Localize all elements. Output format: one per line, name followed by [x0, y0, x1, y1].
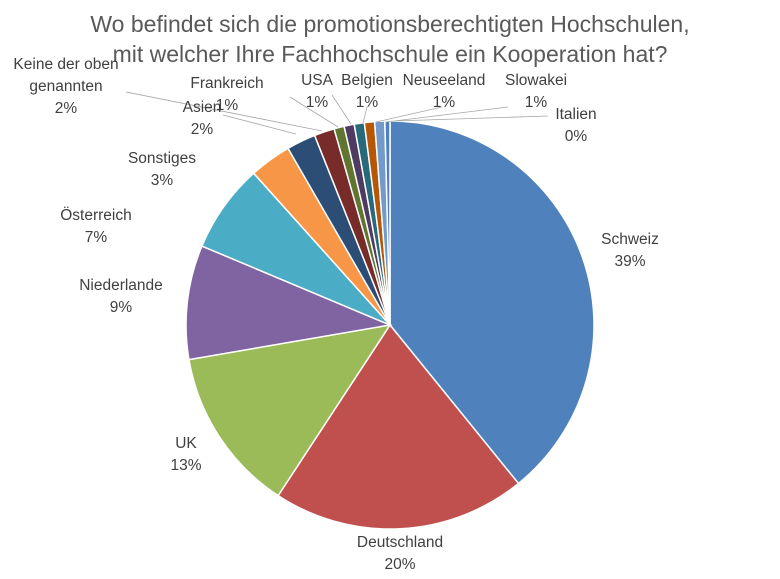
data-label-uk: UK 13%	[170, 435, 201, 474]
leader-line-usa	[331, 94, 352, 125]
pie-slice-niederlande	[185, 245, 393, 361]
data-label-deutschland: Deutschland 20%	[357, 534, 443, 573]
data-labels: Schweiz 39% Deutschland 20% UK 13% Niederlande…	[13, 56, 658, 573]
data-label-oesterreich: Österreich 7%	[60, 206, 132, 246]
chart-title-line-2: mit welcher Ihre Fachhochschule ein Koop…	[113, 41, 668, 67]
leader-line-keine-der-oben-genannten	[125, 91, 323, 132]
leader-line-neuseeland	[375, 106, 443, 123]
pie-slice-deutschland	[277, 323, 520, 530]
data-label-asien: Asien 2%	[183, 99, 222, 138]
leader-line-asien	[222, 114, 297, 135]
data-label-neuseeland: Neuseeland 1%	[403, 72, 486, 111]
leader-line-belgien	[362, 106, 368, 124]
leader-line-frankreich	[289, 96, 339, 128]
pie-slice-italien	[384, 120, 391, 326]
pie-slices	[185, 120, 595, 530]
data-label-frankreich: Frankreich 1%	[190, 75, 263, 114]
data-label-italien: Italien 0%	[555, 106, 596, 145]
data-label-schweiz: Schweiz 39%	[601, 231, 659, 270]
leader-line-italien	[393, 115, 549, 122]
chart-title: Wo befindet sich die promotionsberechtig…	[90, 11, 689, 67]
data-label-sonstiges: Sonstiges 3%	[128, 150, 196, 189]
pie-slice-schweiz	[389, 120, 595, 485]
leader-lines	[125, 91, 549, 135]
data-label-keine-der-oben-genannten: Keine der oben genannten 2%	[13, 56, 118, 117]
data-label-usa: USA 1%	[301, 72, 334, 111]
data-label-slowakei: Slowakei 1%	[505, 72, 567, 111]
leader-line-slowakei	[385, 106, 509, 123]
chart-title-line-1: Wo befindet sich die promotionsberechtig…	[90, 11, 689, 37]
pie-slice-uk	[188, 323, 392, 497]
data-label-belgien: Belgien 1%	[341, 72, 393, 111]
data-label-niederlande: Niederlande 9%	[79, 277, 163, 316]
